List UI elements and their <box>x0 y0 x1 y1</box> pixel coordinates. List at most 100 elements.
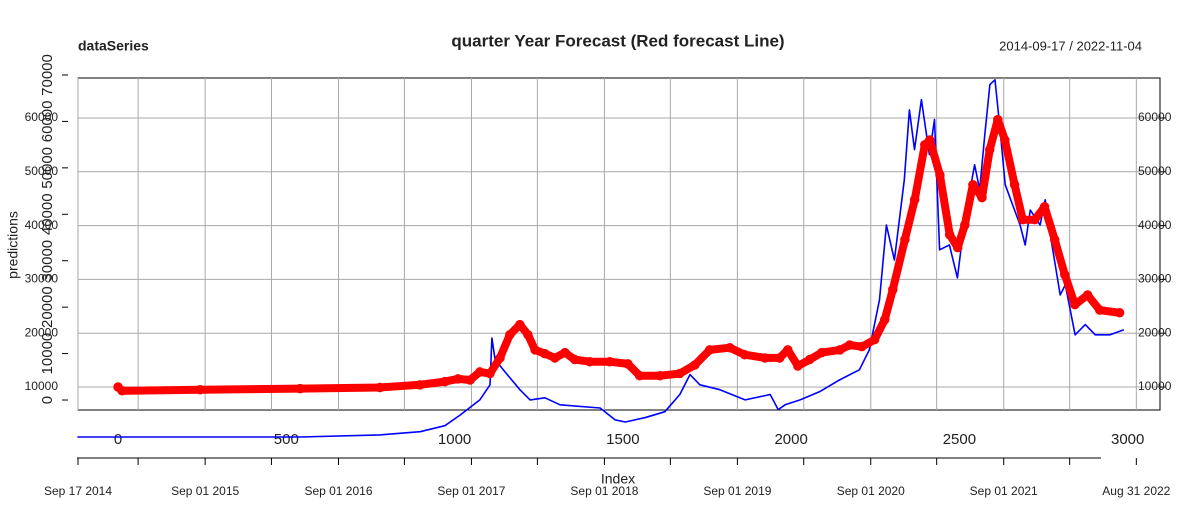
forecast-point <box>817 347 827 358</box>
y2-tick-label: 60000 <box>39 101 56 143</box>
x-tick-label: 1500 <box>606 431 639 448</box>
forecast-point <box>804 354 815 365</box>
forecast-point <box>783 345 793 355</box>
date-range: 2014-09-17 / 2022-11-04 <box>999 38 1142 53</box>
series-label: dataSeries <box>78 38 149 54</box>
forecast-point <box>1017 214 1028 225</box>
forecast-point <box>793 361 803 371</box>
y2-tick-label: 30000 <box>39 240 56 282</box>
forecast-point <box>465 375 475 385</box>
forecast-point <box>505 330 515 340</box>
forecast-point <box>515 319 525 330</box>
forecast-point <box>1114 308 1125 318</box>
forecast-point <box>195 384 205 395</box>
forecast-point <box>909 195 920 205</box>
y2-tick-label: 20000 <box>39 286 56 328</box>
forecast-point <box>453 374 463 384</box>
y-tick-label: 60000 <box>25 110 59 124</box>
y-axis-label: predictions <box>5 211 21 279</box>
forecast-point <box>585 356 595 367</box>
y-tick-label: 10000 <box>25 379 59 393</box>
forecast-point <box>920 140 930 150</box>
forecast-point <box>760 353 770 363</box>
date-tick-label: Sep 01 2016 <box>304 484 372 498</box>
forecast-point <box>1095 305 1105 315</box>
forecast-point <box>117 386 127 396</box>
y2-tick-label: 0 <box>39 396 56 404</box>
forecast-point <box>879 315 890 325</box>
y2-tick-label: 10000 <box>39 333 56 375</box>
forecast-point <box>952 242 963 253</box>
forecast-point <box>935 170 945 180</box>
forecast-point <box>634 370 645 381</box>
forecast-point <box>560 347 570 358</box>
date-tick-label: Sep 01 2017 <box>437 484 505 498</box>
forecast-point <box>857 341 867 352</box>
forecast-point <box>475 367 485 377</box>
y-tick-label-right: 10000 <box>1138 379 1172 393</box>
y-tick-label-right: 50000 <box>1138 164 1172 178</box>
forecast-point <box>1030 214 1040 225</box>
forecast-point <box>1070 299 1080 310</box>
date-tick-label: Sep 01 2015 <box>171 484 239 498</box>
y-tick-label-right: 60000 <box>1138 110 1172 124</box>
forecast-point <box>925 135 935 145</box>
forecast-point <box>869 334 880 345</box>
y-tick-label-right: 40000 <box>1138 218 1172 232</box>
forecast-point <box>440 376 450 387</box>
price-line <box>77 79 1124 438</box>
forecast-point <box>725 342 735 353</box>
chart-title: quarter Year Forecast (Red forecast Line… <box>451 31 784 50</box>
x-tick-label: 2500 <box>943 431 976 448</box>
forecast-point <box>1082 290 1093 300</box>
forecast-point <box>888 284 898 295</box>
date-tick-label: Sep 01 2018 <box>570 484 638 498</box>
forecast-point <box>550 353 560 363</box>
y-tick-label: 40000 <box>25 218 59 232</box>
forecast-point <box>495 353 505 363</box>
forecast-point <box>774 353 785 363</box>
y-tick-label: 30000 <box>25 272 59 286</box>
y-tick-label: 50000 <box>25 164 59 178</box>
date-tick-label: Sep 01 2020 <box>837 484 905 498</box>
y-tick-label: 20000 <box>25 325 59 339</box>
forecast-line <box>114 115 1124 395</box>
forecast-point <box>1009 179 1020 190</box>
y2-tick-label: 40000 <box>39 193 56 235</box>
forecast-point <box>1039 202 1050 212</box>
forecast-point <box>844 340 855 350</box>
forecast-point <box>530 345 540 355</box>
y2-tick-label: 70000 <box>39 54 56 96</box>
y2-tick-label: 50000 <box>39 147 56 189</box>
forecast-point <box>655 370 665 381</box>
forecast-point <box>984 144 995 155</box>
date-tick-label: Sep 17 2014 <box>44 484 112 498</box>
date-tick-label: Aug 31 2022 <box>1102 484 1170 498</box>
forecast-point <box>623 359 633 369</box>
y-tick-label-right: 30000 <box>1138 272 1172 286</box>
forecast-point <box>540 348 550 359</box>
forecast-point <box>1000 135 1010 145</box>
forecast-point <box>690 360 700 370</box>
forecast-point <box>674 368 685 379</box>
forecast-point <box>900 234 910 245</box>
forecast-point <box>485 368 495 379</box>
forecast-point <box>375 382 385 393</box>
x-tick-label: 500 <box>274 431 299 448</box>
forecast-point <box>523 330 533 340</box>
x-tick-label: 2000 <box>774 431 807 448</box>
forecast-point <box>569 354 580 365</box>
forecast-point <box>739 349 750 360</box>
forecast-point <box>944 229 955 240</box>
forecast-point <box>977 192 987 203</box>
x-axis-label: Index <box>601 471 635 487</box>
forecast-point <box>604 356 615 367</box>
forecast-point <box>295 383 305 394</box>
x-tick-label: 1000 <box>438 431 471 448</box>
x-tick-label: 0 <box>114 431 122 448</box>
forecast-point <box>1049 234 1060 245</box>
date-tick-label: Sep 01 2021 <box>970 484 1038 498</box>
date-tick-label: Sep 01 2019 <box>703 484 771 498</box>
forecast-point <box>968 179 978 190</box>
